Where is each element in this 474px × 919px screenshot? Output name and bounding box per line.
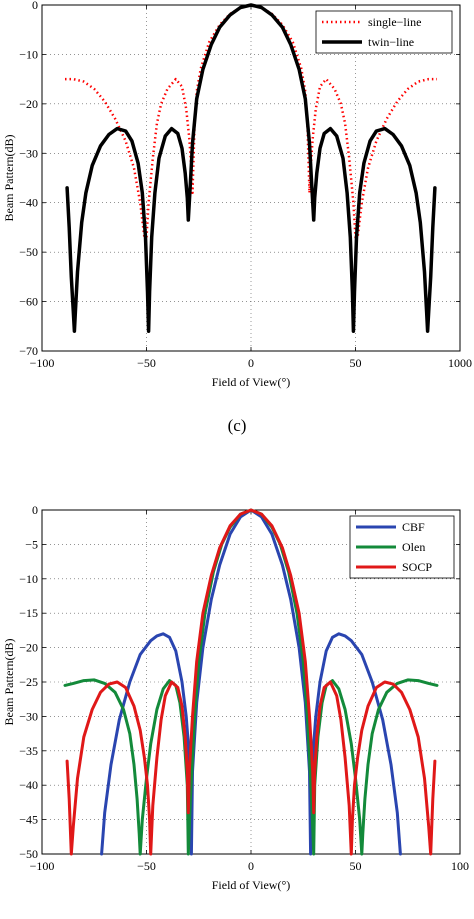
- x-tick-label: 0: [248, 859, 254, 873]
- y-tick-label: 0: [32, 503, 38, 517]
- series-line-socp: [65, 508, 437, 856]
- x-tick-label: 100: [451, 859, 469, 873]
- panel-label: (c): [228, 416, 247, 435]
- x-tick-label: −50: [137, 356, 156, 370]
- y-tick-label: −20: [19, 641, 38, 655]
- chart-bottom: −100 −50 0 50 1000−5−10−15−20−25−30−35−40−45…: [2, 503, 469, 892]
- x-tick-label: 50: [350, 356, 362, 370]
- x-tick-label: −100: [30, 356, 55, 370]
- x-tick-label: 50: [350, 859, 362, 873]
- x-tick-label: 1000: [448, 356, 472, 370]
- y-axis-label-top: Beam Pattern(dB): [2, 135, 16, 222]
- y-tick-label: −10: [19, 572, 38, 586]
- legend-top: single−line twin−line: [315, 10, 453, 54]
- x-axis-label-bottom: Field of View(°): [212, 878, 291, 892]
- series-top: [65, 3, 437, 333]
- legend-label-twin-line: twin−line: [368, 35, 414, 49]
- legend-box-top: [315, 10, 453, 54]
- y-tick-label: −70: [19, 344, 38, 358]
- y-tick-label: −20: [19, 97, 38, 111]
- y-tick-label: −35: [19, 744, 38, 758]
- y-tick-label: −25: [19, 675, 38, 689]
- y-tick-label: −50: [19, 847, 38, 861]
- legend-label-single-line: single−line: [368, 15, 421, 29]
- x-tick-label: −50: [137, 859, 156, 873]
- y-tick-label: −30: [19, 709, 38, 723]
- y-tick-label: −45: [19, 813, 38, 827]
- legend-label-cbf: CBF: [402, 520, 425, 534]
- y-tick-label: −5: [25, 537, 38, 551]
- y-tick-label: −15: [19, 606, 38, 620]
- series-bottom: [63, 508, 439, 856]
- series-line-twin-line: [65, 3, 437, 333]
- x-tick-label: 0: [248, 356, 254, 370]
- y-tick-label: −40: [19, 196, 38, 210]
- x-axis-label-top: Field of View(°): [212, 375, 291, 389]
- legend-label-socp: SOCP: [402, 560, 432, 574]
- y-axis-label-bottom: Beam Pattern(dB): [2, 639, 16, 726]
- legend-bottom: CBF Olen SOCP: [349, 515, 455, 579]
- chart-top: −100 −50 0 50 1000 0 −10 −20 −30 −40 −50 −60 −70 Fie…: [2, 0, 472, 389]
- y-tick-label: −40: [19, 778, 38, 792]
- x-tick-label: −100: [30, 859, 55, 873]
- y-tick-label: −50: [19, 245, 38, 259]
- y-tick-label: −30: [19, 146, 38, 160]
- y-tick-label: −60: [19, 295, 38, 309]
- ticks-bottom: −100 −50 0 50 1000−5−10−15−20−25−30−35−40−45…: [19, 503, 469, 873]
- y-tick-label: 0: [32, 0, 38, 12]
- ticks-top: −100 −50 0 50 1000 0 −10 −20 −30 −40 −50 −60 −70: [19, 0, 472, 370]
- legend-label-olen: Olen: [402, 540, 425, 554]
- y-tick-label: −10: [19, 47, 38, 61]
